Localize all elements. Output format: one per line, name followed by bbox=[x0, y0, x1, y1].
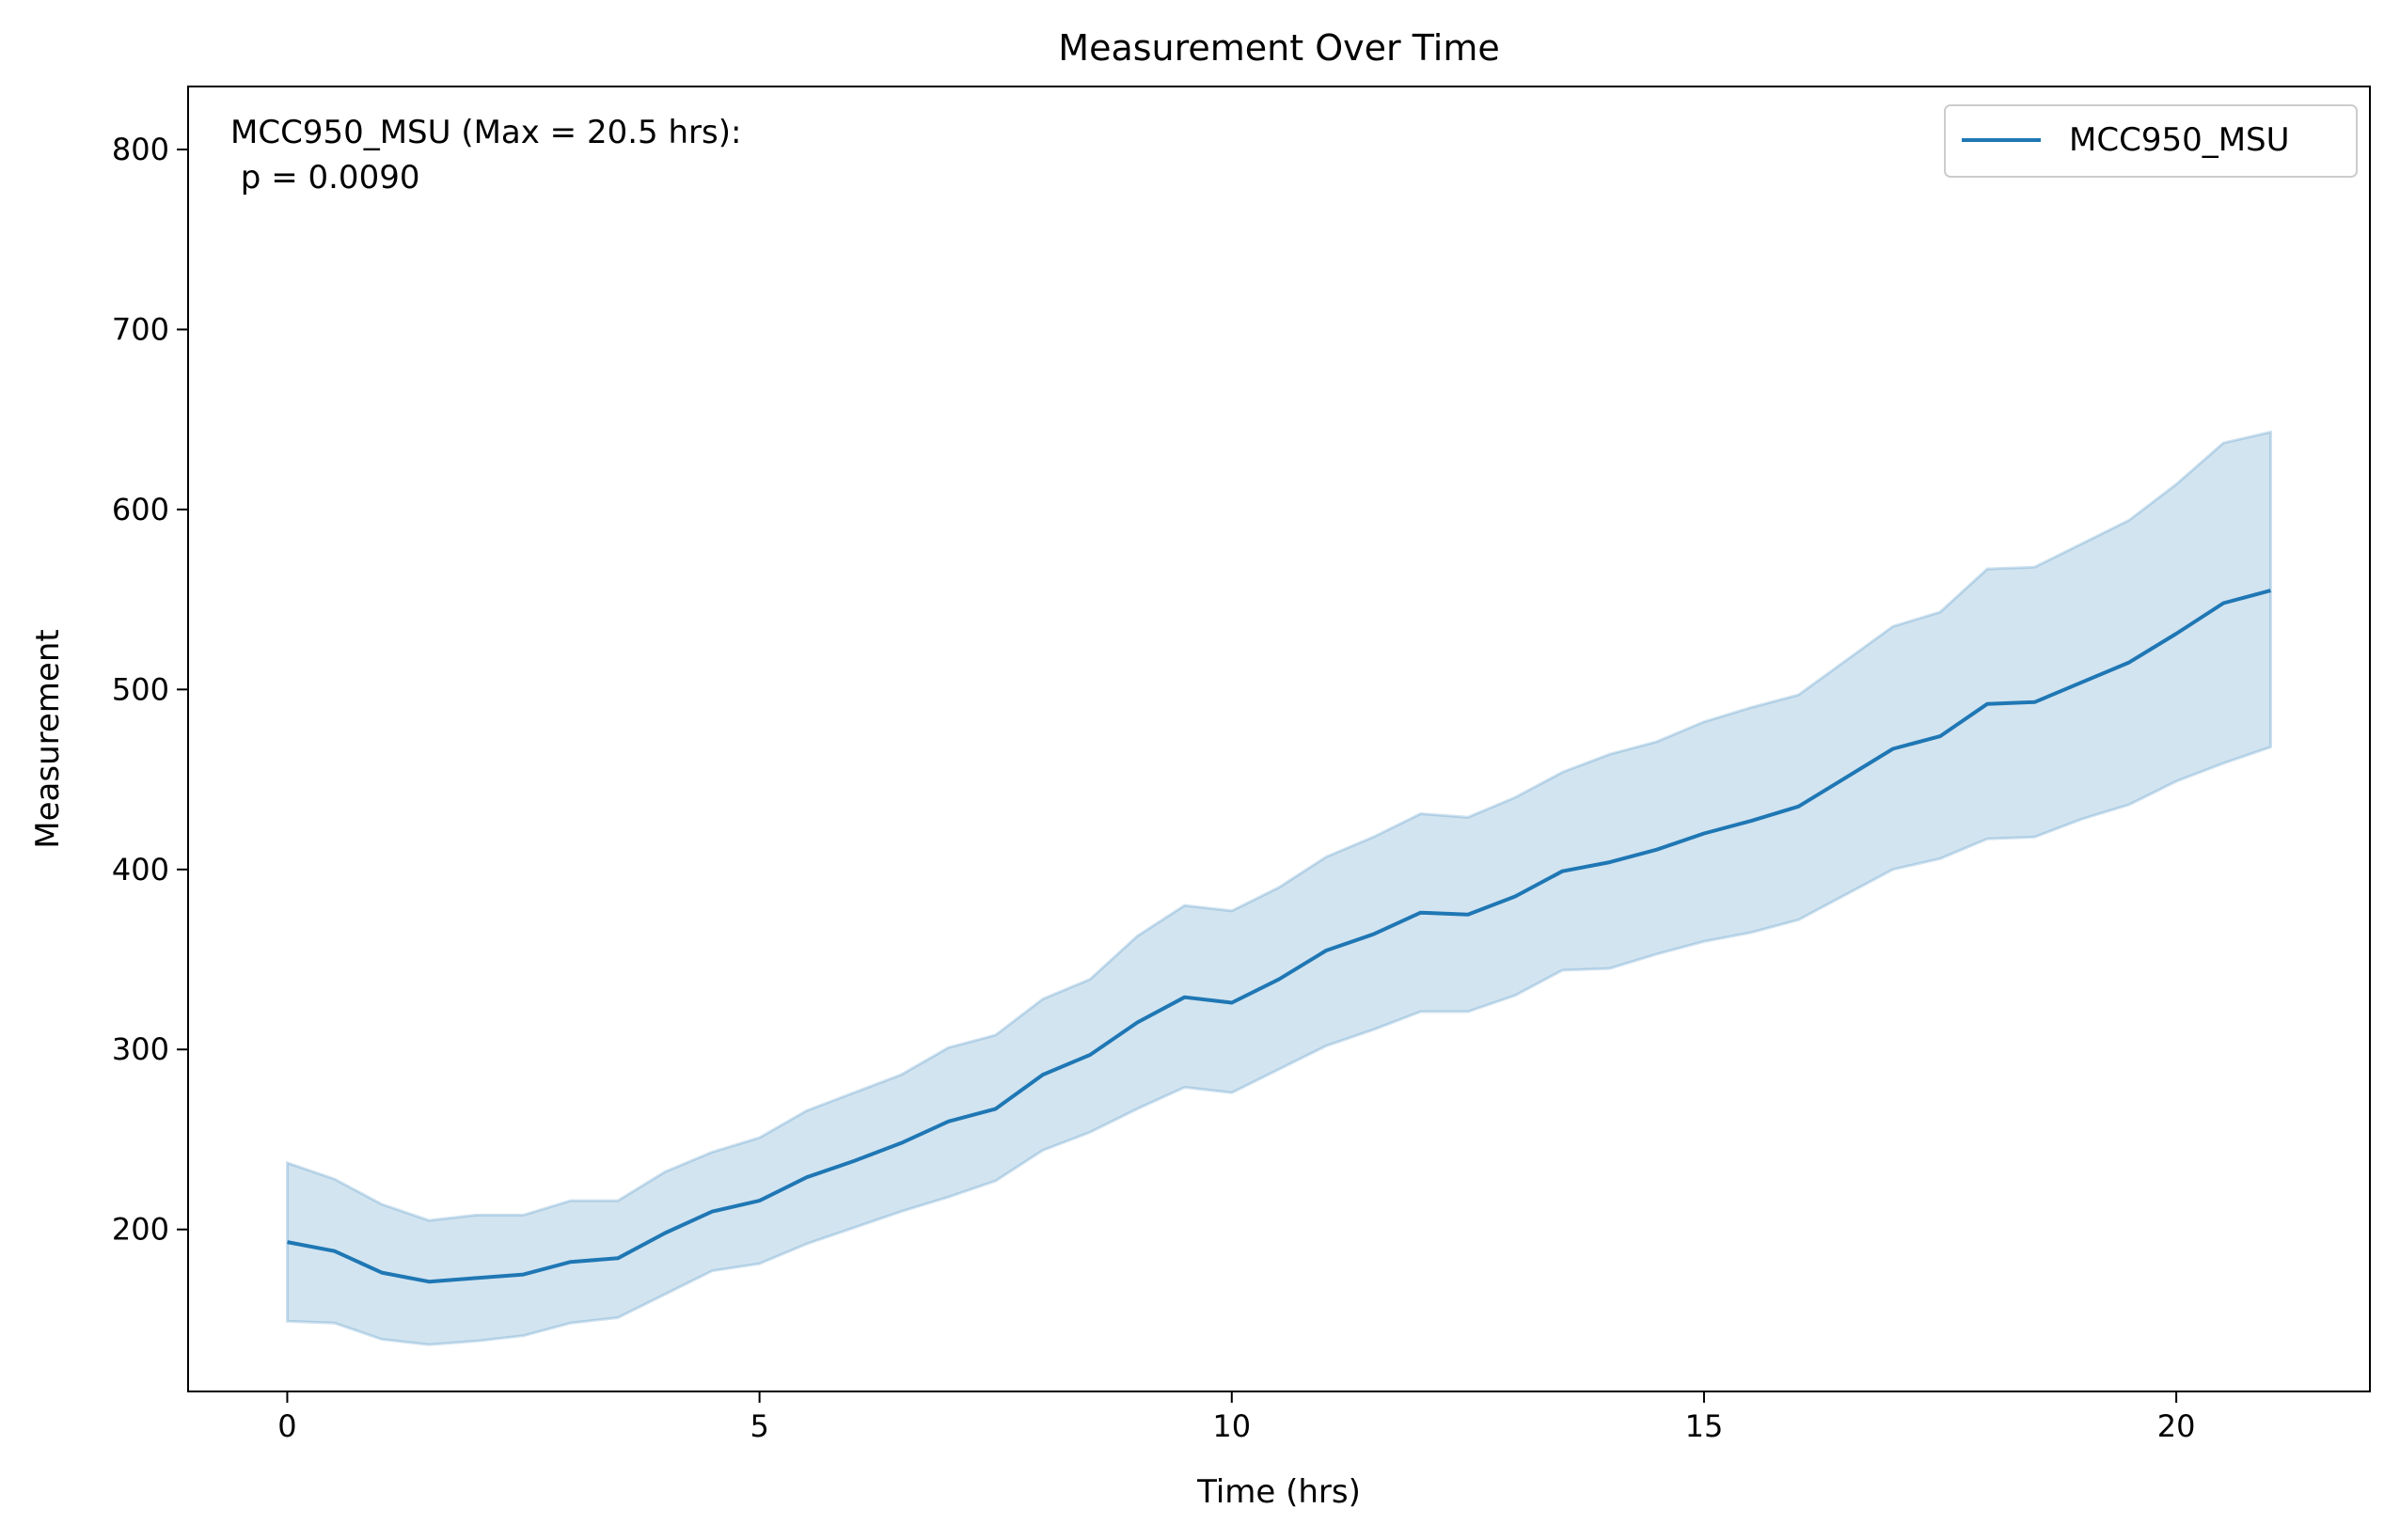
annotation-line-2: p = 0.0090 bbox=[230, 159, 419, 196]
y-axis: 200 300 400 500 600 700 800 bbox=[112, 132, 188, 1248]
x-tick-label: 0 bbox=[277, 1408, 296, 1444]
y-tick-label: 500 bbox=[112, 671, 169, 707]
y-tick-label: 600 bbox=[112, 492, 169, 527]
x-tick-label: 20 bbox=[2157, 1408, 2196, 1444]
series-line-mcc950-msu bbox=[287, 589, 2272, 1284]
legend: MCC950_MSU bbox=[1944, 104, 2358, 178]
chart-title: Measurement Over Time bbox=[1058, 27, 1499, 69]
y-tick-label: 400 bbox=[112, 852, 169, 888]
x-axis-label: Time (hrs) bbox=[1196, 1473, 1361, 1511]
y-tick-label: 800 bbox=[112, 132, 169, 167]
legend-box bbox=[1944, 104, 2358, 178]
y-tick-label: 300 bbox=[112, 1031, 169, 1067]
legend-entry-label: MCC950_MSU bbox=[2069, 121, 2290, 159]
plot-area bbox=[286, 430, 2272, 1346]
x-tick-label: 10 bbox=[1212, 1408, 1251, 1444]
confidence-band bbox=[286, 430, 2272, 1346]
y-tick-label: 700 bbox=[112, 311, 169, 347]
x-axis: 0 5 10 15 20 bbox=[277, 1391, 2195, 1444]
x-tick-label: 5 bbox=[750, 1408, 768, 1444]
x-tick-label: 15 bbox=[1685, 1408, 1724, 1444]
y-axis-label: Measurement bbox=[29, 629, 67, 848]
annotation-line-1: MCC950_MSU (Max = 20.5 hrs): bbox=[230, 114, 741, 151]
plot-frame bbox=[187, 86, 2371, 1392]
y-tick-label: 200 bbox=[112, 1212, 169, 1248]
